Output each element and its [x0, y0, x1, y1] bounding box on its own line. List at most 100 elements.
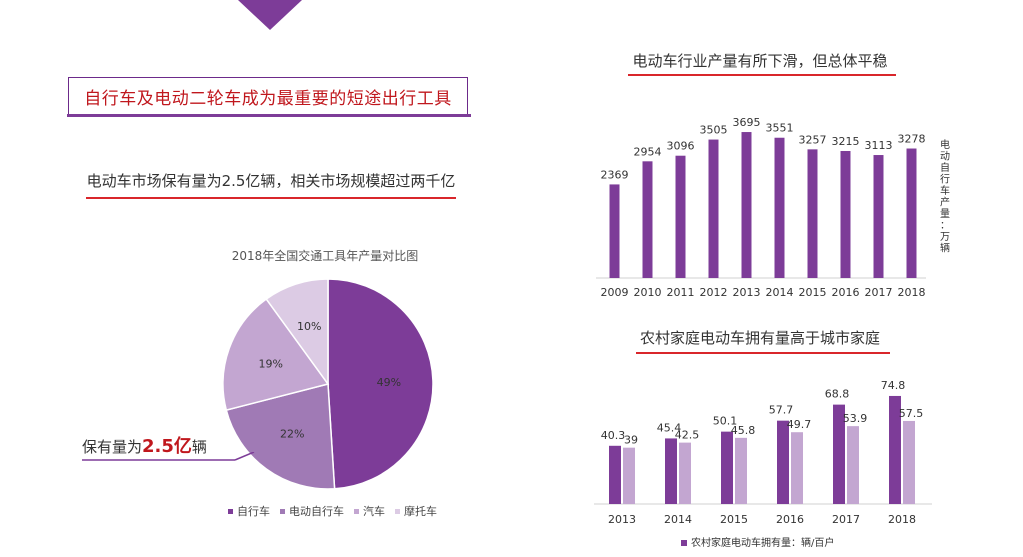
- production-bar-2014: [774, 137, 785, 278]
- production-bar-2009: [609, 184, 620, 278]
- ownership-year-label-2013: 2013: [608, 513, 636, 526]
- pie-chart: 49% 22% 19% 10%: [222, 278, 434, 490]
- production-year-label-2017: 2017: [865, 286, 893, 299]
- ownership-bar-2013-s0: [609, 445, 621, 504]
- headline-text: 自行车及电动二轮车成为最重要的短途出行工具: [84, 88, 452, 109]
- ownership-value-label-2018-s0: 74.8: [881, 379, 906, 392]
- ownership-bar-2014-s1: [679, 442, 691, 504]
- ownership-title-underline: [636, 352, 890, 354]
- ownership-value-label-2015-s1: 45.8: [731, 424, 756, 437]
- ownership-chart-title: 农村家庭电动车拥有量高于城市家庭: [639, 329, 880, 347]
- stock-callout-prefix: 保有量为: [82, 438, 143, 456]
- production-title-underline: [628, 74, 896, 76]
- production-bar-chart: 2369 2009 2954 2010 3096 2011 3505 2012 3695 2013…: [596, 116, 950, 299]
- pie-legend-swatch-2: [354, 508, 359, 514]
- production-value-label-2011: 3096: [667, 140, 695, 153]
- production-y-axis-label: 电动自行车产量：万辆: [940, 138, 950, 255]
- pie-chart-title: 2018年全国交通工具年产量对比图: [231, 249, 419, 263]
- pie-legend-label-2: 汽车: [363, 505, 385, 518]
- decorative-triangle: [238, 0, 302, 30]
- production-chart-title: 电动车行业产量有所下滑，但总体平稳: [632, 52, 888, 70]
- production-bar-2010: [642, 161, 653, 278]
- ownership-year-label-2016: 2016: [776, 513, 804, 526]
- production-year-label-2012: 2012: [700, 286, 728, 299]
- production-value-label-2012: 3505: [700, 124, 728, 137]
- stock-callout-number: 2.5亿: [142, 436, 192, 457]
- market-subtitle: 电动车市场保有量为2.5亿辆，相关市场规模超过两千亿: [86, 172, 456, 190]
- production-year-label-2016: 2016: [832, 286, 860, 299]
- ownership-bar-chart: 40.339 2013 45.442.5 2014 50.145.8 2015 57.749…: [594, 379, 932, 549]
- production-value-label-2014: 3551: [766, 122, 794, 135]
- pie-slice-label-1: 22%: [280, 427, 304, 440]
- pie-slice-3: [265, 278, 329, 387]
- headline-box: 自行车及电动二轮车成为最重要的短途出行工具: [67, 77, 471, 117]
- production-value-label-2010: 2954: [634, 145, 662, 158]
- ownership-value-label-2014-s1: 42.5: [675, 429, 700, 442]
- ownership-value-label-2015-s0: 50.1: [713, 415, 738, 428]
- production-bar-2013: [741, 132, 752, 278]
- pie-legend-swatch-1: [280, 508, 285, 514]
- pie-legend-item-3: 摩托车: [395, 503, 437, 519]
- production-year-label-2014: 2014: [766, 286, 794, 299]
- pie-legend: 自行车 电动自行车 汽车 摩托车: [228, 503, 437, 519]
- production-value-label-2017: 3113: [865, 139, 893, 152]
- pie-slice-label-2: 19%: [258, 357, 282, 370]
- production-bar-2012: [708, 139, 719, 278]
- pie-legend-item-1: 电动自行车: [280, 503, 344, 519]
- ownership-bar-2015-s0: [721, 431, 733, 504]
- pie-slice-label-3: 10%: [297, 320, 321, 333]
- subtitle-underline: [86, 197, 456, 199]
- pie-legend-swatch-3: [395, 508, 400, 514]
- stock-callout: 保有量为2.5亿辆: [82, 432, 207, 458]
- ownership-value-label-2014-s0: 45.4: [657, 421, 682, 434]
- ownership-bar-2017-s0: [833, 404, 845, 504]
- ownership-legend-swatch: [681, 540, 687, 546]
- pie-legend-item-0: 自行车: [228, 503, 270, 519]
- ownership-bar-2013-s1: [623, 447, 635, 504]
- production-year-label-2015: 2015: [799, 286, 827, 299]
- ownership-bar-2016-s0: [777, 420, 789, 504]
- ownership-value-label-2017-s1: 53.9: [843, 412, 868, 425]
- ownership-value-label-2016-s1: 49.7: [787, 418, 812, 431]
- stock-callout-suffix: 辆: [191, 438, 207, 456]
- ownership-bar-2018-s0: [889, 395, 901, 504]
- production-year-label-2018: 2018: [898, 286, 926, 299]
- production-bar-2011: [675, 155, 686, 278]
- production-value-label-2016: 3215: [832, 135, 860, 148]
- ownership-value-label-2016-s0: 57.7: [769, 404, 794, 417]
- pie-legend-item-2: 汽车: [354, 503, 385, 519]
- production-bar-2016: [840, 151, 851, 278]
- production-year-label-2011: 2011: [667, 286, 695, 299]
- production-value-label-2018: 3278: [898, 133, 926, 146]
- pie-legend-label-1: 电动自行车: [289, 505, 344, 518]
- pie-slice-2: [222, 298, 330, 412]
- production-year-label-2010: 2010: [634, 286, 662, 299]
- ownership-bar-2018-s1: [903, 420, 915, 504]
- ownership-bar-2014-s0: [665, 438, 677, 504]
- production-bar-2015: [807, 149, 818, 278]
- production-value-label-2015: 3257: [799, 133, 827, 146]
- ownership-year-label-2014: 2014: [664, 513, 692, 526]
- pie-legend-label-3: 摩托车: [404, 505, 437, 518]
- production-year-label-2009: 2009: [601, 286, 629, 299]
- ownership-value-label-2013-s1: 39: [624, 434, 638, 447]
- ownership-year-label-2018: 2018: [888, 513, 916, 526]
- production-bar-2018: [906, 148, 917, 278]
- ownership-year-label-2017: 2017: [832, 513, 860, 526]
- pie-legend-swatch-0: [228, 508, 233, 514]
- production-value-label-2009: 2369: [601, 168, 629, 181]
- production-value-label-2013: 3695: [733, 116, 761, 129]
- ownership-bar-2017-s1: [847, 426, 859, 504]
- pie-slice-1: [225, 383, 336, 490]
- pie-slice-label-0: 49%: [377, 376, 401, 389]
- ownership-bar-2015-s1: [735, 437, 747, 504]
- callout-leader: [82, 452, 255, 461]
- ownership-year-label-2015: 2015: [720, 513, 748, 526]
- ownership-value-label-2018-s1: 57.5: [899, 407, 924, 420]
- ownership-legend-label: 农村家庭电动车拥有量：辆/百户: [691, 536, 834, 549]
- ownership-value-label-2017-s0: 68.8: [825, 388, 850, 401]
- ownership-value-label-2013-s0: 40.3: [601, 429, 626, 442]
- callout-pointer: [234, 452, 255, 461]
- pie-slice-0: [327, 278, 434, 490]
- ownership-bar-2016-s1: [791, 432, 803, 504]
